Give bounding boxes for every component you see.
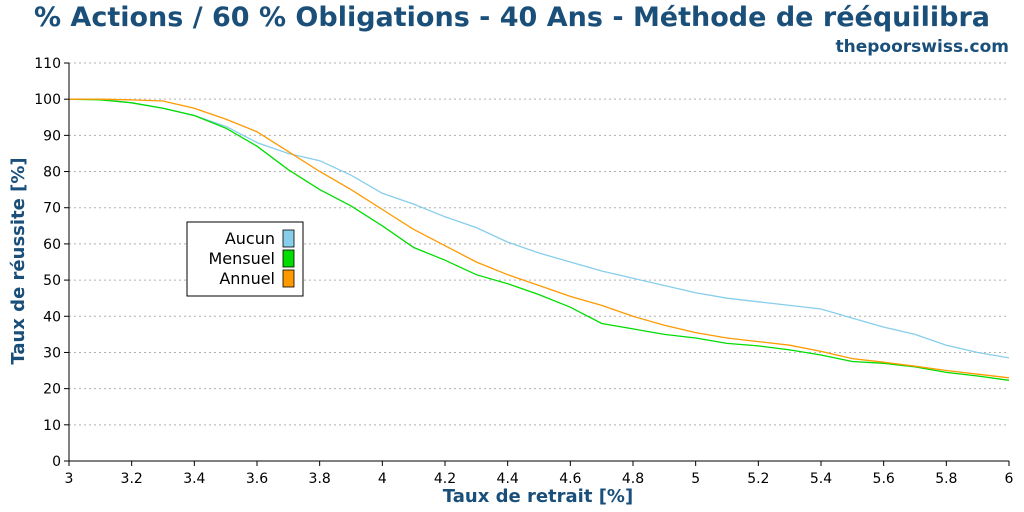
series-line-aucun — [69, 98, 1010, 359]
legend-label-mensuel: Mensuel — [208, 249, 275, 268]
x-tick-label: 4 — [378, 471, 387, 487]
y-tick-label: 60 — [43, 237, 61, 253]
legend-label-annuel: Annuel — [219, 269, 275, 288]
x-tick-label: 4.8 — [622, 471, 644, 487]
y-tick-label: 20 — [43, 382, 61, 398]
legend-swatch-annuel — [282, 269, 295, 288]
y-tick-label: 110 — [34, 56, 61, 72]
chart-title: % Actions / 60 % Obligations - 40 Ans - … — [34, 2, 990, 33]
x-tick-label: 5.8 — [935, 471, 957, 487]
series-line-mensuel — [68, 98, 1010, 381]
x-tick-label: 3.2 — [121, 471, 143, 487]
x-tick-label: 5.4 — [810, 471, 832, 487]
x-tick-label: 3.8 — [309, 471, 331, 487]
x-tick-label: 3.6 — [246, 471, 268, 487]
chart-subtitle: thepoorswiss.com — [836, 37, 1010, 57]
y-axis-label: Taux de réussite [%] — [8, 157, 29, 364]
gridlines — [69, 62, 1009, 426]
legend-swatch-mensuel — [282, 249, 295, 268]
series-line-annuel — [69, 98, 1010, 379]
y-axis-ticks: 0 10 20 30 40 50 60 70 80 90 100 110 — [34, 56, 69, 470]
x-tick-label: 5.2 — [747, 471, 769, 487]
y-tick-label: 40 — [43, 309, 61, 325]
x-tick-label: 4.6 — [559, 471, 581, 487]
legend-label-aucun: Aucun — [225, 229, 275, 248]
x-axis-label: Taux de retrait [%] — [443, 486, 633, 507]
x-tick-label: 3 — [65, 471, 74, 487]
y-tick-label: 70 — [43, 201, 61, 217]
x-tick-label: 3.4 — [183, 471, 205, 487]
y-tick-label: 30 — [43, 345, 61, 361]
axes — [68, 63, 1009, 462]
x-tick-label: 5.6 — [873, 471, 895, 487]
y-tick-label: 10 — [43, 418, 61, 434]
y-tick-label: 80 — [43, 165, 61, 181]
x-tick-label: 6 — [1005, 471, 1014, 487]
x-tick-label: 5 — [691, 471, 700, 487]
x-tick-label: 4.2 — [434, 471, 456, 487]
y-tick-label: 90 — [43, 128, 61, 144]
y-tick-label: 0 — [52, 454, 61, 470]
x-axis-ticks: 3 3.2 3.4 3.6 3.8 4 4.2 4.4 4.6 4.8 5 5.2 5.4 5.6 5.8 6 — [65, 461, 1014, 487]
y-tick-label: 50 — [43, 273, 61, 289]
x-tick-label: 4.4 — [497, 471, 519, 487]
series-lines — [68, 98, 1010, 381]
y-tick-label: 100 — [34, 92, 61, 108]
legend-swatch-aucun — [282, 229, 295, 248]
